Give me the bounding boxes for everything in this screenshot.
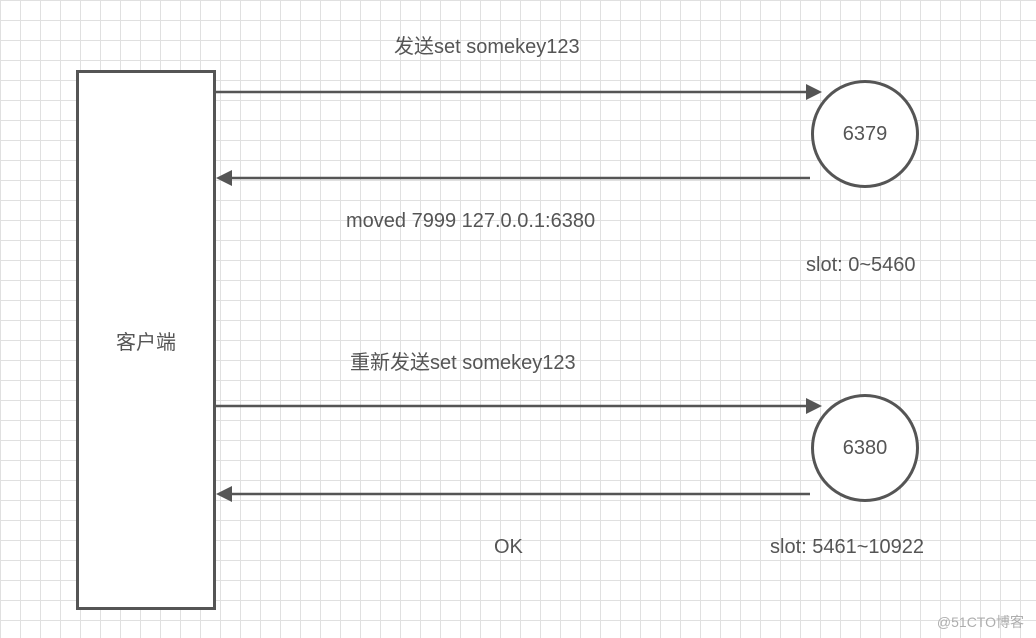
server1-node: 6379 [811, 80, 919, 188]
server2-label: 6380 [843, 437, 888, 460]
watermark: @51CTO博客 [937, 612, 1024, 632]
diagram-canvas: 客户端 6379 6380 发送set somekey123 moved 799… [0, 0, 1036, 638]
server2-node: 6380 [811, 394, 919, 502]
req2-label: 重新发送set somekey123 [350, 346, 576, 375]
client-label: 客户端 [116, 326, 176, 355]
server1-slot: slot: 0~5460 [806, 254, 916, 277]
server1-label: 6379 [843, 123, 888, 146]
req1-label: 发送set somekey123 [394, 30, 580, 59]
client-node: 客户端 [76, 70, 216, 610]
resp1-label: moved 7999 127.0.0.1:6380 [346, 210, 595, 233]
server2-slot: slot: 5461~10922 [770, 536, 924, 559]
resp2-label: OK [494, 536, 523, 559]
